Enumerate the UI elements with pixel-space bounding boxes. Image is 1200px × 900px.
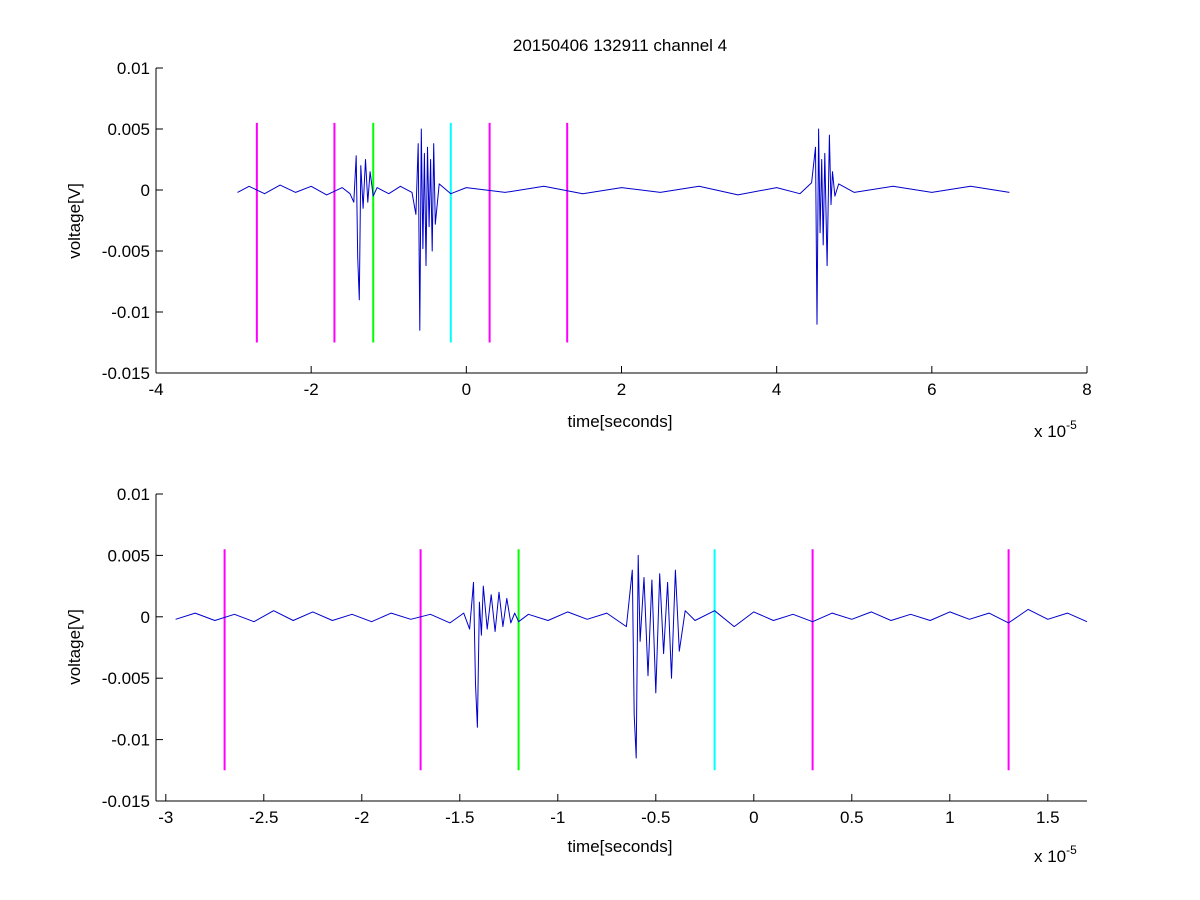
top-trace xyxy=(237,128,1010,331)
top-x-tick-label: -4 xyxy=(148,380,163,399)
top-y-tick-label: -0.005 xyxy=(102,242,150,261)
top-y-axis-label: voltage[V] xyxy=(65,183,84,259)
top-x-tick-label: 6 xyxy=(927,380,936,399)
top-y-tick-label: -0.01 xyxy=(111,303,150,322)
top-y-tick-label: 0.01 xyxy=(117,59,150,78)
bottom-x-tick-label: -1.5 xyxy=(445,808,474,827)
top-y-tick-label: 0 xyxy=(141,181,150,200)
top-marker-lines xyxy=(255,122,569,343)
top-x-tick-label: 8 xyxy=(1082,380,1091,399)
top-x-tick-label: 0 xyxy=(462,380,471,399)
bottom-y-axis-label: voltage[V] xyxy=(65,609,84,685)
top-x-tick-labels: -4 -2 0 2 4 6 8 xyxy=(148,380,1091,399)
bottom-x-tick-label: 0.5 xyxy=(840,808,864,827)
bottom-y-tick-label: -0.015 xyxy=(102,792,150,811)
bottom-y-tick-label: -0.01 xyxy=(111,731,150,750)
bottom-x-tick-label: -1 xyxy=(550,808,565,827)
bottom-x-multiplier: x 10-5 xyxy=(1034,843,1077,866)
bottom-marker-lines xyxy=(223,549,1010,771)
top-y-tick-label: -0.015 xyxy=(102,364,150,383)
bottom-y-tick-label: 0.005 xyxy=(107,546,150,565)
bottom-y-tick-label: -0.005 xyxy=(102,669,150,688)
bottom-x-tick-label: 1.5 xyxy=(1036,808,1060,827)
bottom-panel: -3 -2.5 -2 -1.5 -1 -0.5 0 0.5 1 1.5 0.01 0.005 0 -0.… xyxy=(65,485,1088,866)
top-y-tick-labels: 0.01 0.005 0 -0.005 -0.01 -0.015 xyxy=(102,59,150,383)
chart-title: 20150406 132911 channel 4 xyxy=(513,36,727,55)
bottom-x-tick-label: -0.5 xyxy=(641,808,670,827)
top-x-tick-label: 2 xyxy=(617,380,626,399)
top-x-axis-label: time[seconds] xyxy=(568,412,673,431)
top-trace-line xyxy=(237,128,1010,331)
bottom-x-tick-label: 0 xyxy=(749,808,758,827)
bottom-y-tick-labels: 0.01 0.005 0 -0.005 -0.01 -0.015 xyxy=(102,485,150,811)
top-axes xyxy=(155,67,1088,374)
top-x-multiplier-base: x 10 xyxy=(1034,422,1066,441)
bottom-x-multiplier-exponent: -5 xyxy=(1066,843,1077,857)
top-x-multiplier-exponent: -5 xyxy=(1066,418,1077,432)
top-x-tick-label: 4 xyxy=(772,380,781,399)
bottom-x-tick-label: 1 xyxy=(945,808,954,827)
bottom-x-axis-label: time[seconds] xyxy=(568,837,673,856)
top-y-tick-label: 0.005 xyxy=(107,120,150,139)
bottom-trace xyxy=(175,554,1088,759)
bottom-x-multiplier-base: x 10 xyxy=(1034,847,1066,866)
top-x-tick-label: -2 xyxy=(304,380,319,399)
bottom-y-tick-label: 0.01 xyxy=(117,485,150,504)
top-x-multiplier: x 10-5 xyxy=(1034,418,1077,441)
bottom-y-tick-label: 0 xyxy=(141,608,150,627)
bottom-axes xyxy=(155,493,1087,802)
bottom-x-tick-label: -2 xyxy=(354,808,369,827)
bottom-trace-line xyxy=(175,554,1088,759)
bottom-x-tick-label: -2.5 xyxy=(249,808,278,827)
bottom-x-tick-label: -3 xyxy=(158,808,173,827)
bottom-x-tick-labels: -3 -2.5 -2 -1.5 -1 -0.5 0 0.5 1 1.5 xyxy=(158,808,1059,827)
top-panel: 20150406 132911 channel 4 -4 -2 0 2 4 6 8 0.01… xyxy=(65,36,1092,441)
